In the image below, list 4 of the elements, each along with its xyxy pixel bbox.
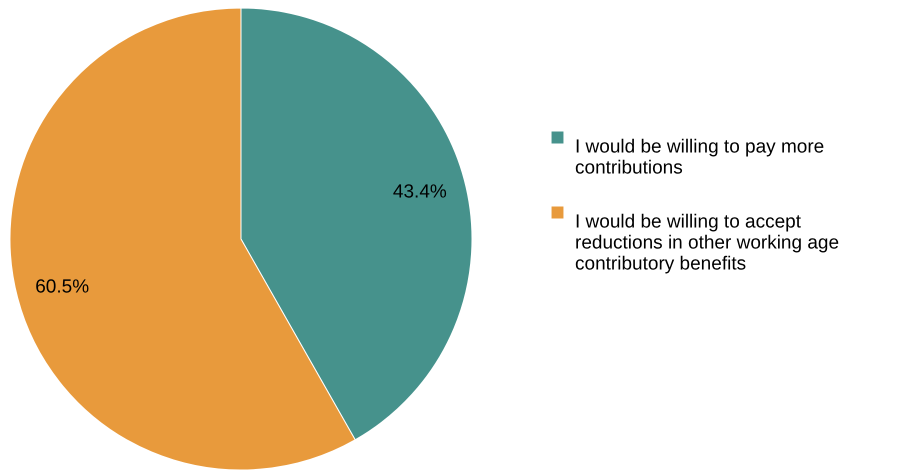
data-label: 60.5% bbox=[35, 276, 90, 298]
data-label: 43.4% bbox=[392, 182, 447, 203]
legend-label: I would be willing to pay more contributions bbox=[575, 136, 824, 178]
legend-label: I would be willing to accept reductions in other working age contributory benefits bbox=[575, 212, 840, 274]
